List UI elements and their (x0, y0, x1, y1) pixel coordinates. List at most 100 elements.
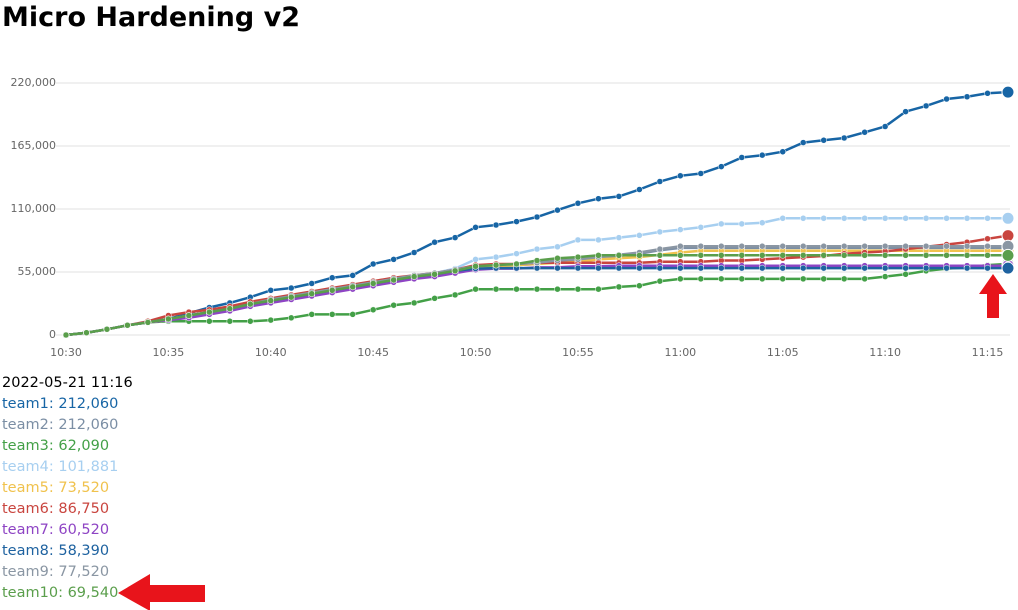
data-point (677, 226, 684, 233)
data-point (83, 329, 90, 336)
data-point (984, 235, 991, 243)
data-point (513, 260, 520, 268)
data-point (410, 273, 418, 280)
data-point (738, 252, 746, 259)
legend-name: team9 (2, 564, 49, 580)
data-point (595, 236, 602, 244)
data-point (840, 242, 848, 250)
tooltip-value: 58,390 (49, 543, 109, 559)
data-point (656, 245, 664, 253)
data-point (881, 123, 889, 130)
data-point (472, 285, 479, 293)
data-point (861, 215, 868, 222)
data-point (984, 90, 991, 97)
data-point (943, 242, 950, 250)
legend-name: team5 (2, 480, 49, 496)
tooltip-value: 86,750 (49, 501, 109, 517)
data-point (574, 264, 582, 272)
x-tick-label: 11:15 (972, 346, 1004, 359)
data-point (656, 264, 664, 272)
data-point (308, 311, 315, 318)
data-point (697, 252, 705, 259)
data-point (390, 256, 397, 263)
data-point (902, 271, 909, 278)
data-point (451, 267, 459, 275)
data-point (1001, 248, 1015, 262)
data-point (369, 260, 377, 268)
data-point (861, 242, 868, 250)
legend-name: team8 (2, 543, 49, 559)
data-point (697, 224, 705, 231)
data-point (943, 215, 950, 222)
legend-name: team7 (2, 522, 49, 538)
tooltip-row: team1069,540 (2, 583, 133, 604)
data-point (472, 224, 479, 231)
x-tick-label: 10:50 (460, 346, 492, 359)
data-point (533, 245, 541, 253)
data-point (410, 299, 418, 307)
data-point (615, 264, 623, 272)
data-point (615, 252, 623, 259)
data-point (636, 232, 643, 239)
tooltip-value: 101,881 (49, 459, 118, 475)
data-point (718, 220, 725, 228)
y-tick-label: 0 (49, 328, 56, 341)
data-point (697, 275, 705, 283)
data-point (963, 242, 971, 250)
data-point (840, 252, 848, 259)
data-point (226, 305, 234, 312)
data-point (410, 249, 418, 256)
data-point (984, 242, 991, 250)
y-tick-label: 220,000 (11, 76, 57, 89)
data-point (492, 253, 500, 261)
tooltip-row: team686,750 (2, 499, 133, 520)
data-point (963, 215, 971, 222)
tooltip-row: team760,520 (2, 520, 133, 541)
data-point (656, 178, 664, 185)
data-point (718, 252, 725, 259)
data-point (615, 234, 623, 241)
data-point (451, 234, 459, 241)
data-point (759, 264, 766, 272)
data-point (799, 215, 807, 222)
data-point (697, 242, 705, 250)
data-point (656, 252, 664, 259)
data-point (697, 170, 705, 177)
data-point (533, 285, 541, 293)
data-point (718, 275, 725, 283)
tooltip-row: team1212,060 (2, 394, 133, 415)
data-point (861, 129, 868, 136)
data-point (922, 215, 930, 222)
data-point (1001, 261, 1015, 275)
data-point (840, 134, 848, 142)
page-title: Micro Hardening v2 (2, 2, 300, 33)
data-point (779, 252, 786, 259)
data-point (288, 314, 295, 322)
x-tick-label: 11:05 (767, 346, 799, 359)
data-point (349, 283, 356, 291)
data-point (984, 252, 991, 259)
data-point (759, 151, 766, 159)
data-point (799, 264, 807, 272)
data-point (861, 275, 868, 283)
data-point (554, 285, 561, 293)
tooltip-title: 2022-05-21 11:16 (2, 375, 133, 391)
tooltip-value: 60,520 (49, 522, 109, 538)
data-point (636, 186, 643, 193)
data-point (492, 261, 500, 269)
data-point (533, 213, 541, 221)
data-point (902, 264, 909, 272)
data-point (226, 318, 234, 325)
y-tick-label: 55,000 (18, 265, 57, 278)
series-line (65, 264, 1008, 337)
data-point (820, 137, 827, 144)
data-point (636, 252, 643, 259)
data-point (206, 308, 213, 316)
data-point (963, 252, 971, 259)
data-point (677, 252, 684, 259)
data-point (185, 312, 193, 319)
data-point (328, 274, 336, 281)
data-point (288, 293, 295, 301)
series-line (65, 90, 1009, 337)
data-point (513, 285, 520, 293)
